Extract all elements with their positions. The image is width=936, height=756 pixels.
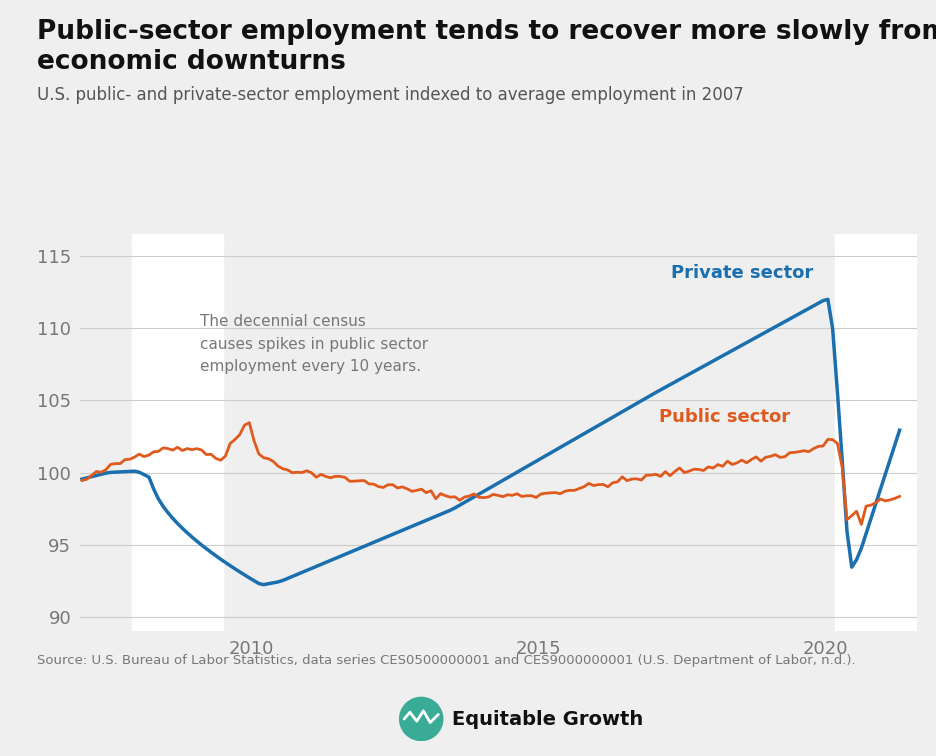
Circle shape — [400, 697, 443, 741]
Text: Public sector: Public sector — [659, 408, 790, 426]
Text: The decennial census
causes spikes in public sector
employment every 10 years.: The decennial census causes spikes in pu… — [200, 314, 428, 374]
Text: U.S. public- and private-sector employment indexed to average employment in 2007: U.S. public- and private-sector employme… — [37, 86, 744, 104]
Bar — [835, 234, 917, 631]
Bar — [132, 234, 223, 631]
Text: Public-sector employment tends to recover more slowly from: Public-sector employment tends to recove… — [37, 19, 936, 45]
Text: economic downturns: economic downturns — [37, 49, 346, 75]
Text: Source: U.S. Bureau of Labor Statistics, data series CES0500000001 and CES900000: Source: U.S. Bureau of Labor Statistics,… — [37, 654, 856, 667]
Text: Private sector: Private sector — [670, 264, 812, 282]
Text: Equitable Growth: Equitable Growth — [452, 710, 643, 730]
